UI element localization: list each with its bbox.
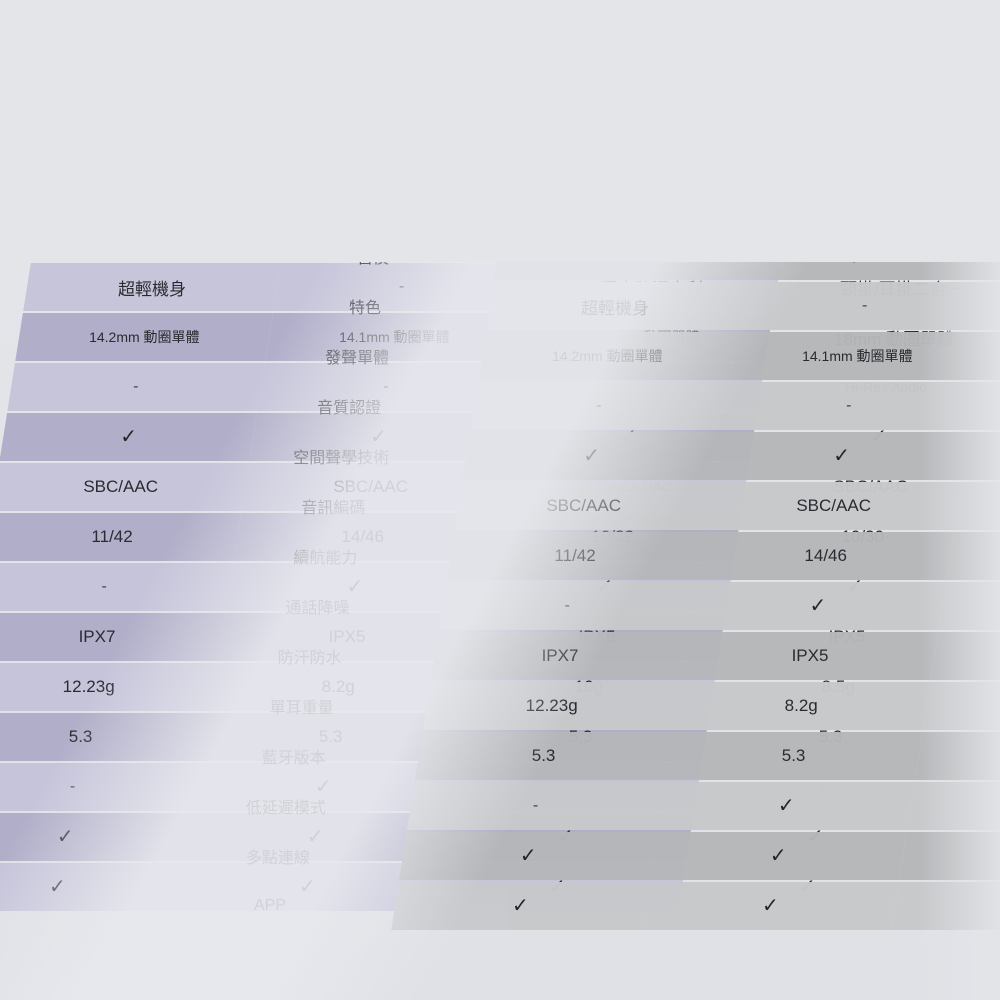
table-cell: 5.3	[414, 732, 673, 780]
check-icon: ✓	[56, 826, 74, 848]
table-cell: -	[407, 782, 665, 830]
table-cell: 11/42	[446, 532, 705, 580]
table-row: APP✓✓✓✓	[141, 882, 1000, 930]
table-cell: 10/32	[946, 532, 1000, 580]
row-label: 空間聲學技術	[293, 450, 390, 467]
table-cell: 10g	[922, 682, 1000, 730]
table-cell: 14/46	[696, 532, 955, 580]
earbuds-hook-icon	[804, 45, 984, 205]
table-cell: SBC/AAC	[454, 482, 713, 530]
table-cell: -	[736, 282, 994, 330]
table-cell: 12.23g	[422, 682, 681, 730]
table-row: 音質認證---Hi-Res Audio	[220, 382, 1000, 430]
earbuds-hook-icon	[91, 26, 271, 186]
table-row: 低延遲模式-✓--	[157, 782, 1000, 830]
hero-cell-a: A牌	[502, 22, 785, 232]
table-cell: -	[720, 382, 978, 430]
table-body: 售價$2990$2890$3390$4990特色超輕機身-獨家防汗專利頸掛/耳掛…	[141, 232, 1000, 930]
table-cell: ✓	[962, 432, 1000, 480]
check-icon: ✓	[809, 595, 826, 617]
table-cell: ✓	[712, 432, 971, 480]
table-cell: $2890	[744, 232, 1000, 280]
table-cell: ✓	[649, 832, 907, 880]
check-icon: ✓	[119, 426, 137, 448]
check-icon: ✓	[769, 845, 787, 867]
row-label: 防汗防水	[277, 650, 342, 667]
table-cell: 14.1mm 動圈單體	[728, 332, 986, 380]
table-cell: 5.3	[914, 732, 1000, 780]
table-cell: ✓	[688, 582, 947, 630]
check-icon: ✓	[511, 895, 529, 917]
row-label: 藍牙版本	[261, 750, 326, 767]
column-header-b: B牌	[865, 208, 893, 225]
earbuds-hook-icon	[554, 45, 734, 205]
row-label: 低延遲模式	[245, 800, 326, 817]
row-label: 音質認證	[317, 400, 382, 417]
row-label: 續航能力	[293, 550, 358, 567]
row-label: 通話降噪	[285, 600, 350, 617]
table-cell: -	[907, 782, 1000, 830]
table-cell: ✓	[391, 882, 649, 930]
table-cell: IPX5	[680, 632, 939, 680]
table-cell: ✓	[462, 432, 721, 480]
check-icon: ✓	[832, 445, 850, 467]
product-hero-row: FIIL GS A牌	[252, 22, 1000, 232]
table-cell: ✓	[891, 882, 1000, 930]
row-label: 單耳重量	[269, 700, 334, 717]
table-cell: -	[438, 582, 697, 630]
row-label: 發聲單體	[325, 350, 390, 367]
column-header-a: A牌	[615, 208, 643, 225]
table-cell: 超輕機身	[486, 282, 744, 330]
column-header-a: A牌	[152, 189, 180, 206]
table-cell: ✓	[938, 582, 1000, 630]
table-cell: IPX5	[930, 632, 1000, 680]
row-label: 售價	[356, 250, 389, 267]
row-label: 音訊編碼	[301, 500, 366, 517]
comparison-table: FIIL GS A牌	[141, 22, 1000, 930]
table-cell: IPX7	[430, 632, 689, 680]
earbuds-with-case-icon	[0, 7, 37, 176]
check-icon: ✓	[519, 845, 537, 867]
check-icon: ✓	[582, 445, 600, 467]
table-cell: 14.2mm 動圈單體	[478, 332, 736, 380]
table-cell: ✓	[657, 782, 915, 830]
earbuds-with-case-icon	[290, 26, 500, 195]
hero-cell-b: B牌	[752, 22, 1000, 232]
row-label: APP	[253, 897, 286, 914]
check-icon: ✓	[777, 795, 795, 817]
table-cell: SBC/AAC	[704, 482, 963, 530]
table-cell: ✓	[641, 882, 899, 930]
table-cell: ✓	[899, 832, 1000, 880]
row-label: 多點連線	[245, 850, 310, 867]
check-icon: ✓	[48, 876, 66, 898]
hero-cell-primary: FIIL GS	[252, 22, 535, 232]
table-row: 防汗防水IPX7IPX5IPX5IPX5	[181, 632, 1000, 680]
table-row: 通話降噪-✓✓✓	[189, 582, 1000, 630]
table-row: 售價$2990$2890$3390$4990	[244, 232, 1000, 280]
row-label: 特色	[349, 300, 382, 317]
table-row: 空間聲學技術✓✓✓✓	[212, 432, 1000, 480]
column-header-primary: FIIL GS	[319, 195, 442, 225]
table-cell: -	[470, 382, 728, 430]
check-icon: ✓	[761, 895, 779, 917]
table-cell: 5.3	[664, 732, 923, 780]
table-cell: 8.2g	[672, 682, 931, 730]
table-cell: SBC/AAC/LDAC	[954, 482, 1000, 530]
table-row: 多點連線✓✓✓✓	[149, 832, 1000, 880]
table-cell: ✓	[399, 832, 657, 880]
table-cell: $2990	[494, 232, 752, 280]
